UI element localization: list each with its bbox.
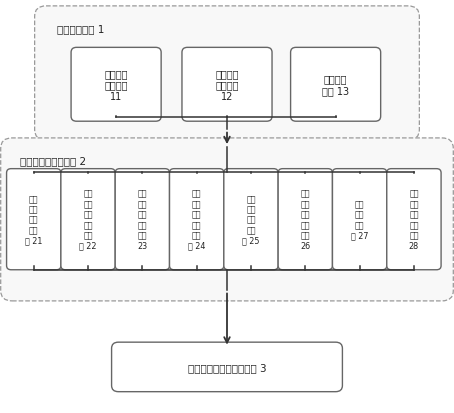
Text: 太阳
能热
水碳
减排
模块
23: 太阳 能热 水碳 减排 模块 23 <box>137 189 148 250</box>
FancyBboxPatch shape <box>1 139 453 301</box>
Text: 碳减排数据统计输出模块 3: 碳减排数据统计输出模块 3 <box>188 362 266 372</box>
FancyBboxPatch shape <box>182 48 272 122</box>
FancyBboxPatch shape <box>169 169 224 270</box>
Text: 照明
节能
碳减
排模
块 21: 照明 节能 碳减 排模 块 21 <box>25 195 42 245</box>
FancyBboxPatch shape <box>6 169 61 270</box>
FancyBboxPatch shape <box>291 48 380 122</box>
Text: 常数设置
模块 13: 常数设置 模块 13 <box>322 74 349 96</box>
FancyBboxPatch shape <box>71 48 161 122</box>
Text: 预设参数
设置模块
12: 预设参数 设置模块 12 <box>215 69 239 102</box>
FancyBboxPatch shape <box>61 169 115 270</box>
FancyBboxPatch shape <box>224 169 278 270</box>
Text: 废弃
物处
理碳
减排
模块
26: 废弃 物处 理碳 减排 模块 26 <box>300 189 311 250</box>
Text: 可再
生能
源碳
减排
模块
28: 可再 生能 源碳 减排 模块 28 <box>409 189 419 250</box>
Text: 碳减排量化处理模块 2: 碳减排量化处理模块 2 <box>20 156 86 166</box>
FancyBboxPatch shape <box>278 169 332 270</box>
FancyBboxPatch shape <box>35 7 419 141</box>
Text: 节能
电器
设备
碳减
排模
块 24: 节能 电器 设备 碳减 排模 块 24 <box>188 189 205 250</box>
Text: 节水
碳减
排模
块 27: 节水 碳减 排模 块 27 <box>351 199 368 240</box>
Text: 建筑参数
设置模块
11: 建筑参数 设置模块 11 <box>104 69 128 102</box>
Text: 低碳
交通
碳减
排模
块 25: 低碳 交通 碳减 排模 块 25 <box>242 195 260 245</box>
Text: 建筑
节能
搭腐
碳减
排模
块 22: 建筑 节能 搭腐 碳减 排模 块 22 <box>79 189 97 250</box>
FancyBboxPatch shape <box>115 169 169 270</box>
Text: 参数设置模块 1: 参数设置模块 1 <box>57 24 104 35</box>
FancyBboxPatch shape <box>112 342 342 392</box>
FancyBboxPatch shape <box>332 169 387 270</box>
FancyBboxPatch shape <box>387 169 441 270</box>
